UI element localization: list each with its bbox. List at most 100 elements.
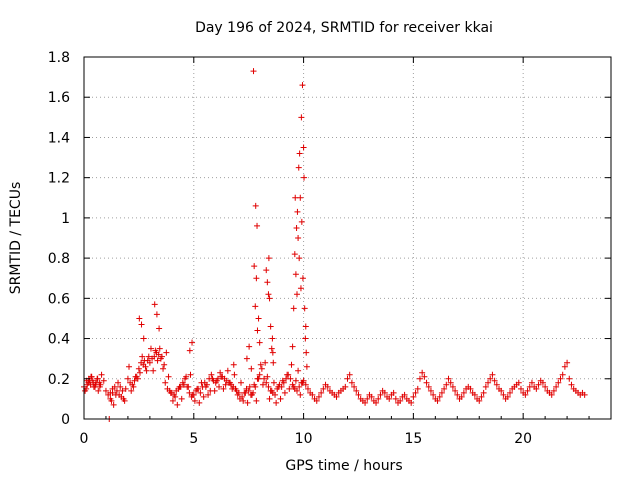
data-point	[153, 311, 160, 318]
data-point	[112, 391, 119, 398]
data-point	[377, 391, 384, 398]
data-point	[430, 391, 437, 398]
y-tick-label: 0.2	[48, 372, 70, 388]
data-point	[217, 369, 224, 376]
data-point	[231, 371, 238, 378]
data-point	[434, 397, 441, 404]
data-point	[178, 395, 185, 402]
data-point	[117, 383, 124, 390]
data-point	[254, 222, 261, 229]
data-point	[255, 315, 262, 322]
data-point	[269, 349, 276, 356]
data-point	[296, 150, 303, 157]
data-point	[96, 383, 103, 390]
data-point	[467, 385, 474, 392]
data-point	[197, 389, 204, 396]
data-point	[297, 391, 304, 398]
data-point	[135, 365, 142, 372]
data-point	[158, 353, 165, 360]
data-point	[421, 373, 428, 380]
data-point	[454, 391, 461, 398]
data-point	[542, 383, 549, 390]
data-point	[550, 387, 557, 394]
data-point	[265, 383, 272, 390]
data-point	[298, 218, 305, 225]
data-point	[242, 389, 249, 396]
data-point	[154, 357, 161, 364]
data-point	[270, 379, 277, 386]
data-point	[138, 321, 145, 328]
data-point	[535, 381, 542, 388]
data-point	[553, 383, 560, 390]
data-point	[381, 389, 388, 396]
data-point	[162, 379, 169, 386]
data-point	[243, 355, 250, 362]
data-point	[151, 301, 158, 308]
data-point	[235, 389, 242, 396]
data-point	[436, 393, 443, 400]
data-point	[498, 387, 505, 394]
data-point	[301, 305, 308, 312]
data-point	[441, 385, 448, 392]
x-tick-label: 15	[404, 431, 422, 447]
data-point	[506, 389, 513, 396]
data-point	[229, 385, 236, 392]
x-tick-label: 10	[295, 431, 313, 447]
data-point	[266, 295, 273, 302]
data-point	[302, 335, 309, 342]
data-point	[126, 363, 133, 370]
chart-title: Day 196 of 2024, SRMTID for receiver kka…	[195, 20, 493, 36]
data-point	[290, 383, 297, 390]
data-point	[209, 375, 216, 382]
data-point	[265, 291, 272, 298]
data-point	[213, 377, 220, 384]
data-point	[194, 385, 201, 392]
data-point	[155, 351, 162, 358]
data-point	[423, 379, 430, 386]
data-point	[353, 387, 360, 394]
data-point	[143, 367, 150, 374]
data-point	[202, 383, 209, 390]
data-point	[482, 383, 489, 390]
data-point	[253, 397, 260, 404]
data-point	[256, 339, 263, 346]
data-point	[174, 401, 181, 408]
data-point	[555, 379, 562, 386]
x-tick-label: 0	[80, 431, 89, 447]
data-point	[408, 399, 415, 406]
y-tick-label: 1.8	[48, 50, 70, 66]
data-point	[419, 369, 426, 376]
data-point	[272, 391, 279, 398]
data-point	[82, 387, 89, 394]
data-point	[250, 68, 257, 75]
data-point	[297, 285, 304, 292]
data-point	[128, 387, 135, 394]
data-point	[294, 208, 301, 215]
data-point	[295, 164, 302, 171]
data-point	[224, 367, 231, 374]
data-point	[557, 375, 564, 382]
data-point	[208, 371, 215, 378]
x-tick-label: 20	[514, 431, 532, 447]
data-point	[275, 383, 282, 390]
data-point	[102, 387, 109, 394]
data-point	[522, 391, 529, 398]
data-point	[425, 383, 432, 390]
data-point	[251, 263, 258, 270]
data-point	[220, 385, 227, 392]
data-point	[252, 303, 259, 310]
data-point	[390, 389, 397, 396]
data-point	[290, 305, 297, 312]
x-axis-label: GPS time / hours	[285, 458, 402, 474]
data-point	[281, 389, 288, 396]
y-tick-label: 1	[61, 211, 70, 227]
data-point	[315, 393, 322, 400]
data-point	[476, 397, 483, 404]
data-point	[289, 343, 296, 350]
data-point	[297, 194, 304, 201]
data-point	[252, 202, 259, 209]
data-point	[355, 391, 362, 398]
data-point	[414, 385, 421, 392]
data-point	[301, 174, 308, 181]
